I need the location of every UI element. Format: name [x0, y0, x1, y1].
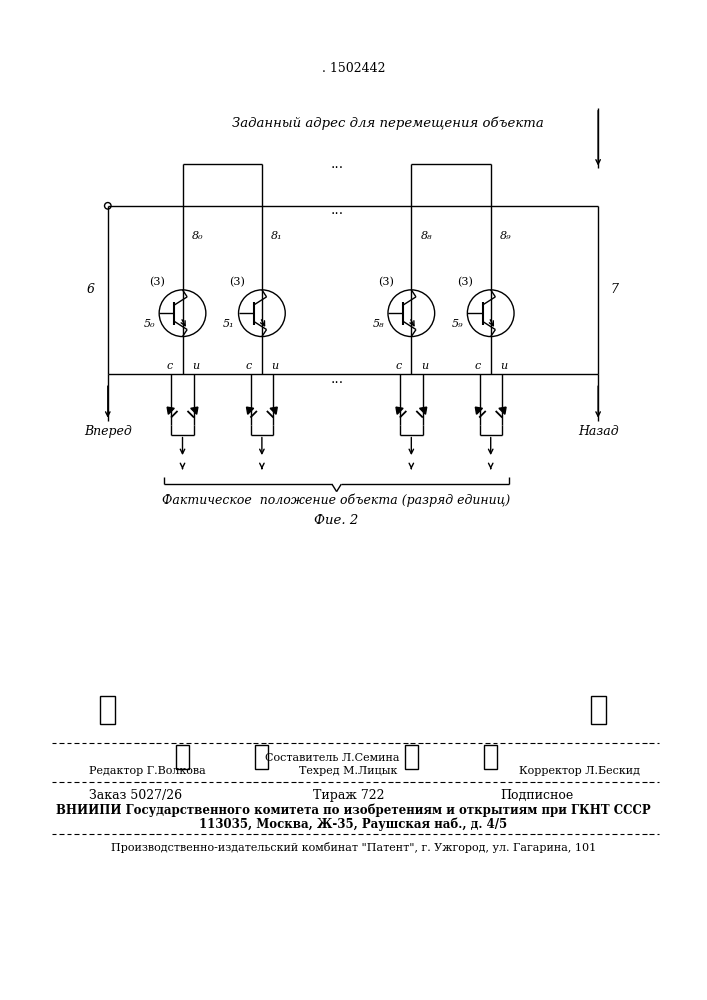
Text: (3): (3): [229, 277, 245, 288]
Text: u: u: [192, 361, 199, 371]
Text: Заданный адрес для перемещения объекта: Заданный адрес для перемещения объекта: [232, 117, 544, 130]
Text: c: c: [474, 361, 481, 371]
Text: c: c: [166, 361, 173, 371]
Text: 8₀: 8₀: [192, 231, 204, 241]
Text: . 1502442: . 1502442: [322, 62, 385, 75]
Text: Корректор Л.Бескид: Корректор Л.Бескид: [519, 766, 640, 776]
Text: 5₀: 5₀: [144, 319, 156, 329]
Text: Заказ 5027/26: Заказ 5027/26: [89, 789, 182, 802]
Text: 113035, Москва, Ж-35, Раушская наб., д. 4/5: 113035, Москва, Ж-35, Раушская наб., д. …: [199, 817, 508, 831]
Text: Составитель Л.Семина: Составитель Л.Семина: [264, 753, 399, 763]
Bar: [255, 745, 269, 769]
Text: 6: 6: [87, 283, 95, 296]
Text: Вперед: Вперед: [84, 425, 132, 438]
Bar: [100, 696, 115, 724]
Polygon shape: [499, 407, 506, 414]
Text: ВНИИПИ Государственного комитета по изобретениям и открытиям при ГКНТ СССР: ВНИИПИ Государственного комитета по изоб…: [56, 803, 650, 817]
Text: Назад: Назад: [578, 425, 619, 438]
Text: u: u: [421, 361, 428, 371]
Text: Подписное: Подписное: [500, 789, 573, 802]
Text: 8₁: 8₁: [271, 231, 283, 241]
Text: Производственно-издательский комбинат "Патент", г. Ужгород, ул. Гагарина, 101: Производственно-издательский комбинат "П…: [111, 842, 596, 853]
Text: Фактическое  положение объекта (разряд единиц): Фактическое положение объекта (разряд ед…: [163, 493, 510, 507]
Text: u: u: [271, 361, 279, 371]
Text: (3): (3): [457, 277, 474, 288]
Bar: [405, 745, 418, 769]
Polygon shape: [191, 407, 198, 414]
Text: 5₉: 5₉: [452, 319, 464, 329]
Text: ...: ...: [330, 372, 343, 386]
Text: c: c: [395, 361, 402, 371]
Text: 7: 7: [611, 283, 619, 296]
Text: c: c: [246, 361, 252, 371]
Polygon shape: [270, 407, 277, 414]
Polygon shape: [396, 407, 403, 414]
Text: Тираж 722: Тираж 722: [313, 789, 385, 802]
Polygon shape: [247, 407, 254, 414]
Text: (3): (3): [378, 277, 394, 288]
Text: 5₈: 5₈: [373, 319, 384, 329]
Text: ...: ...: [330, 203, 343, 217]
Text: Редактор Г.Волкова: Редактор Г.Волкова: [89, 766, 206, 776]
Text: 8₈: 8₈: [421, 231, 432, 241]
Text: 5₁: 5₁: [223, 319, 235, 329]
Polygon shape: [475, 407, 482, 414]
Text: Фие. 2: Фие. 2: [315, 514, 358, 527]
Bar: [176, 745, 189, 769]
Text: u: u: [501, 361, 508, 371]
Polygon shape: [419, 407, 427, 414]
Text: ...: ...: [330, 157, 343, 171]
Text: 8₉: 8₉: [500, 231, 512, 241]
Bar: [484, 745, 497, 769]
Text: Техред М.Лицык: Техред М.Лицык: [299, 766, 397, 776]
Polygon shape: [167, 407, 174, 414]
Text: (3): (3): [149, 277, 165, 288]
Bar: [590, 696, 606, 724]
